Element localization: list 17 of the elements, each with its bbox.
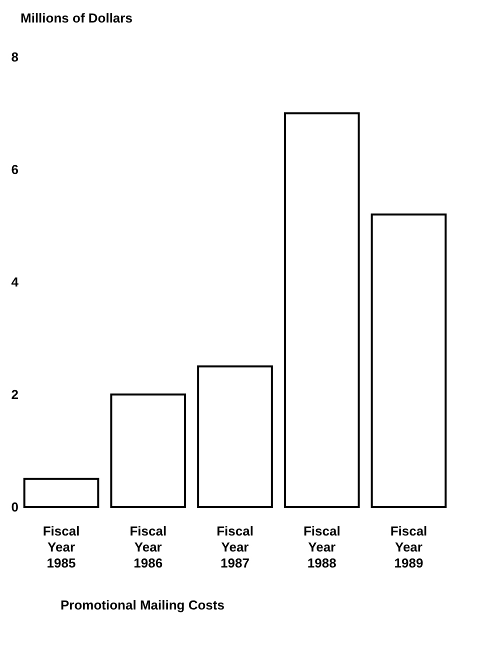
bar bbox=[23, 478, 100, 508]
y-tick-label: 4 bbox=[11, 274, 20, 290]
x-tick-label: Fiscal Year 1985 bbox=[42, 524, 80, 570]
x-tick-label: Fiscal Year 1989 bbox=[390, 524, 428, 570]
y-tick-label: 0 bbox=[11, 500, 18, 514]
x-tick-label: Fiscal Year 1987 bbox=[216, 524, 254, 570]
bar bbox=[110, 394, 186, 508]
bar bbox=[370, 214, 447, 508]
y-tick-label: 6 bbox=[11, 162, 18, 177]
x-tick-label: Fiscal Year 1988 bbox=[303, 524, 340, 570]
y-tick-label: 2 bbox=[11, 387, 18, 402]
y-tick-label: 8 bbox=[11, 50, 18, 64]
x-axis-title: Promotional Mailing Costs bbox=[60, 598, 224, 612]
bar bbox=[197, 365, 273, 508]
x-tick-label: Fiscal Year 1986 bbox=[130, 524, 167, 570]
bar bbox=[284, 112, 360, 508]
y-axis-title: Millions of Dollars bbox=[20, 10, 132, 26]
